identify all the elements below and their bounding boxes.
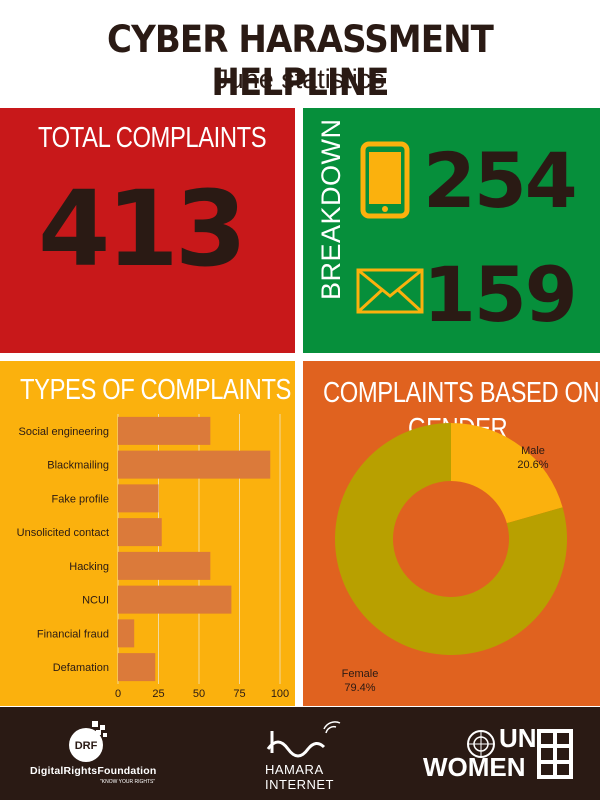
un-emblem-icon [467, 730, 495, 758]
complaint-types-bar-chart: 0 25 50 75 100 Social engineering Blackmailing… [17, 414, 289, 700]
phone-count: 254 [423, 136, 578, 225]
bar [118, 619, 135, 648]
slice-value-label: 20.6% [517, 459, 548, 471]
drf-logo-icon: DRF [69, 721, 107, 762]
unwomen-line2: WOMEN [423, 752, 526, 782]
types-title: TYPES OF COMPLAINTS [20, 374, 292, 406]
bar [118, 484, 159, 513]
drf-tagline: "KNOW YOUR RIGHTS" [100, 779, 156, 785]
category-label: NCUI [82, 595, 109, 607]
slice-label: Male [521, 445, 545, 457]
total-complaints-panel [0, 108, 295, 353]
bar [118, 416, 211, 445]
slice-label: Female [342, 668, 379, 680]
breakdown-label: BREAKDOWN [316, 118, 346, 300]
x-tick-label: 25 [152, 688, 164, 700]
x-tick-label: 50 [193, 688, 205, 700]
x-tick-label: 0 [115, 688, 121, 700]
total-complaints-label: TOTAL COMPLAINTS [38, 122, 267, 154]
breakdown-panel [303, 108, 600, 353]
drf-badge-text: DRF [75, 740, 98, 752]
category-label: Blackmailing [47, 460, 109, 472]
hamara-internet-logo-icon [266, 721, 341, 758]
category-label: Defamation [53, 662, 109, 674]
slice-value-label: 79.4% [344, 682, 375, 694]
gender-title-line1: COMPLAINTS BASED ON [323, 377, 600, 409]
donut-slice-male [451, 423, 563, 524]
header: CYBER HARASSMENT HELPLINE June statistic… [0, 0, 600, 104]
page-subtitle: June statistics [215, 64, 385, 94]
category-label: Fake profile [52, 493, 109, 505]
unwomen-symbol-icon [537, 729, 573, 779]
envelope-icon [356, 268, 424, 314]
bar [118, 653, 156, 682]
x-tick-label: 100 [271, 688, 289, 700]
category-label: Financial fraud [37, 628, 109, 640]
bar [118, 585, 232, 614]
drf-name: DigitalRightsFoundation [30, 765, 157, 777]
unwomen-line1: UN [499, 723, 537, 753]
email-count: 159 [423, 250, 578, 339]
category-label: Unsolicited contact [17, 527, 109, 539]
bar [118, 450, 271, 479]
total-complaints-value: 413 [38, 168, 247, 290]
category-label: Hacking [69, 561, 109, 573]
hamara-line2: INTERNET [265, 777, 334, 792]
gender-donut-chart: Male 20.6% Female 79.4% [335, 423, 567, 694]
footer: DRF DigitalRightsFoundation "KNOW YOUR R… [0, 707, 600, 800]
page-title: CYBER HARASSMENT HELPLINE [107, 18, 494, 104]
bar [118, 518, 162, 547]
hamara-line1: HAMARA [265, 762, 324, 777]
donut-slice-female [335, 423, 567, 655]
x-tick-label: 75 [233, 688, 245, 700]
phone-icon [360, 141, 410, 219]
category-label: Social engineering [18, 426, 109, 438]
bar [118, 551, 211, 580]
